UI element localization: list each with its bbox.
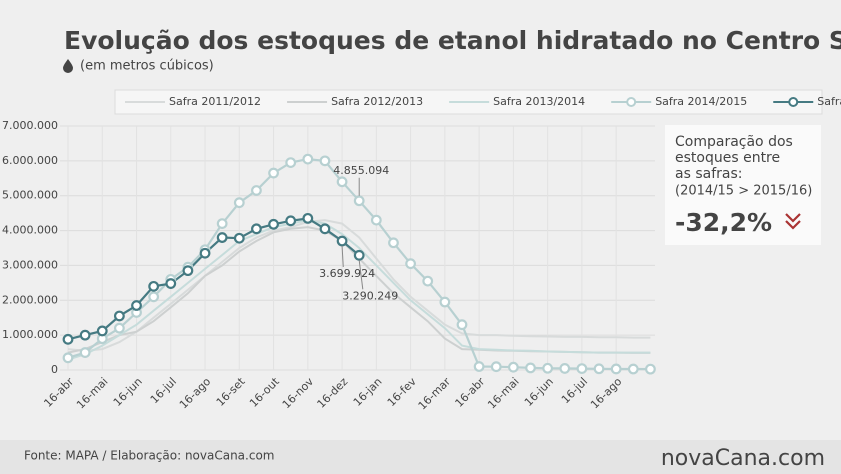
point	[576, 363, 588, 375]
point	[96, 325, 108, 337]
y-tick-label: 4.000.000	[2, 224, 58, 237]
down-icon	[785, 213, 801, 230]
data-label: 4.855.094	[333, 164, 389, 177]
point	[473, 361, 485, 372]
legend-label: Safra 2013/2014	[493, 95, 585, 108]
point	[353, 249, 365, 261]
point	[216, 218, 228, 230]
point	[251, 223, 262, 235]
label-leader	[358, 260, 364, 290]
point	[370, 214, 382, 226]
panel-value: -32,2%	[675, 208, 772, 237]
chart-title: Evolução dos estoques de etanol hidratad…	[64, 26, 841, 55]
y-tick-label: 2.000.000	[2, 293, 58, 306]
point	[113, 322, 125, 334]
y-tick-label: 1.000.000	[2, 328, 58, 341]
label-leader	[341, 246, 344, 268]
point	[319, 223, 331, 235]
legend-label: Safra 2014/2015	[655, 95, 747, 108]
y-tick-label: 7.000.000	[2, 119, 58, 132]
point	[456, 319, 468, 331]
legend-label: Safra 2012/2013	[331, 95, 423, 108]
point	[405, 258, 417, 270]
point	[113, 310, 125, 322]
point	[62, 333, 74, 345]
point	[131, 300, 142, 311]
point	[216, 232, 228, 243]
legend-marker	[788, 97, 799, 107]
point	[302, 153, 314, 165]
point	[62, 352, 74, 364]
panel-note: (2014/15 > 2015/16)	[675, 184, 812, 199]
point	[627, 363, 639, 375]
point	[199, 247, 211, 259]
point	[319, 155, 331, 167]
point	[439, 296, 451, 308]
y-tick-label: 0	[51, 363, 58, 376]
point	[285, 157, 297, 169]
panel-heading: Comparação dos estoques entre as safras:	[675, 134, 793, 182]
y-tick-label: 6.000.000	[2, 154, 58, 167]
series-line	[67, 219, 651, 352]
point	[645, 363, 656, 375]
point	[148, 291, 160, 303]
point	[285, 215, 297, 227]
legend-label: Safra 2015/2016	[817, 95, 841, 108]
footer-source: Fonte: MAPA / Elaboração: novaCana.com	[24, 449, 274, 463]
point	[593, 363, 605, 375]
point	[559, 363, 571, 374]
point	[268, 167, 279, 179]
y-tick-label: 3.000.000	[2, 258, 58, 271]
chart-subtitle: (em metros cúbicos)	[80, 59, 214, 74]
y-tick-label: 5.000.000	[2, 189, 58, 202]
point	[148, 280, 160, 292]
point	[507, 361, 519, 373]
point	[422, 275, 434, 287]
footer-band	[0, 440, 841, 474]
series-line	[67, 219, 651, 361]
legend-marker	[626, 97, 637, 107]
data-label: 3.699.924	[319, 267, 375, 280]
point	[182, 265, 194, 277]
point	[610, 363, 622, 375]
point	[336, 235, 348, 247]
point	[388, 237, 399, 249]
point	[268, 218, 279, 230]
point	[542, 362, 554, 374]
point	[302, 212, 314, 224]
point	[525, 362, 536, 374]
point	[233, 232, 245, 244]
logo: novaCana.com	[661, 446, 825, 471]
point	[490, 361, 502, 373]
legend-label: Safra 2011/2012	[169, 95, 261, 108]
drop-icon	[63, 59, 73, 73]
point	[336, 176, 348, 188]
point	[79, 347, 91, 358]
point	[251, 185, 262, 196]
point	[79, 329, 91, 341]
point	[233, 197, 245, 209]
point	[165, 278, 177, 289]
data-label: 3.290.249	[342, 289, 398, 302]
point	[353, 195, 365, 207]
